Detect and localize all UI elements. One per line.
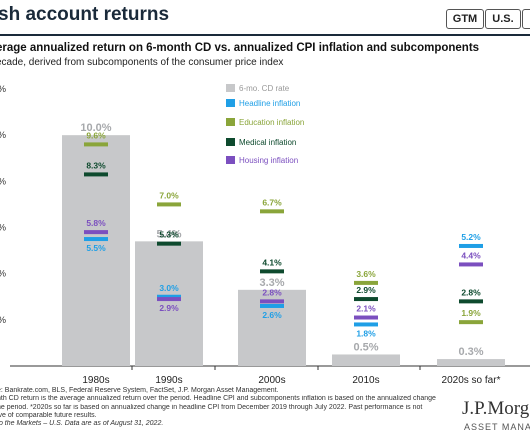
housing-inflationmarker: [84, 230, 108, 235]
header-rule: [0, 34, 530, 36]
inflation-data-label: 4.4%: [461, 250, 481, 260]
page-title: sh account returns: [0, 4, 170, 25]
education-inflationmarker: [459, 320, 483, 325]
medical-inflationmarker: [157, 241, 181, 246]
headline-inflationmarker: [354, 322, 378, 327]
us-tag[interactable]: U.S.: [485, 9, 521, 29]
cd-rate-data-label: 0.5%: [353, 341, 378, 353]
cd-rate-data-label: 3.3%: [259, 277, 284, 289]
headline-inflationmarker: [84, 237, 108, 242]
medical-inflationmarker: [459, 299, 483, 304]
legend-swatch: [226, 99, 235, 107]
legend-swatch: [226, 118, 235, 126]
inflation-data-label: 7.0%: [159, 190, 179, 200]
legend-label: Education inflation: [239, 118, 304, 127]
education-inflationmarker: [260, 209, 284, 214]
cd-rate-bar: [135, 241, 203, 366]
cd-rate-bar: [332, 354, 400, 366]
inflation-data-label: 3.0%: [159, 283, 179, 293]
education-inflationmarker: [84, 142, 108, 147]
footnote-source: e: Bankrate.com, BLS, Federal Reserve Sy…: [0, 387, 279, 394]
footnote-gtm: to the Markets – U.S. Data are as of Aug…: [0, 420, 164, 428]
legend-swatch: [226, 156, 235, 164]
footnote-line-2: he period. *2020s so far is based on ann…: [0, 403, 423, 411]
x-tick-label: 1980s: [82, 375, 109, 386]
y-tick-label: %: [0, 84, 6, 94]
inflation-data-label: 5.5%: [86, 243, 106, 253]
y-tick-label: %: [0, 130, 6, 140]
x-tick-label: 2000s: [258, 375, 285, 386]
housing-inflationmarker: [157, 297, 181, 302]
medical-inflationmarker: [260, 269, 284, 274]
chart-subtitle: ecade, derived from subcomponents of the…: [0, 57, 284, 68]
legend-label: 6-mo. CD rate: [239, 84, 290, 93]
inflation-data-label: 1.9%: [461, 308, 481, 318]
inflation-data-label: 2.8%: [461, 287, 481, 297]
legend-label: Housing inflation: [239, 156, 298, 165]
legend-label: Medical inflation: [239, 138, 296, 147]
jpmorgan-logo: J.P.Morg: [462, 398, 530, 419]
inflation-data-label: 2.8%: [262, 287, 282, 297]
inflation-data-label: 2.9%: [356, 285, 376, 295]
inflation-data-label: 5.8%: [86, 218, 106, 228]
education-inflationmarker: [354, 280, 378, 285]
education-inflationmarker: [157, 202, 181, 207]
inflation-data-label: 6.7%: [262, 197, 282, 207]
headline-inflationmarker: [459, 243, 483, 248]
housing-inflationmarker: [260, 299, 284, 304]
medical-inflationmarker: [354, 297, 378, 302]
medical-inflationmarker: [84, 172, 108, 177]
inflation-data-label: 5.3%: [159, 230, 179, 240]
gtm-tag[interactable]: GTM: [446, 9, 484, 29]
x-tick-label: 2010s: [352, 375, 379, 386]
inflation-data-label: 9.6%: [86, 130, 106, 140]
jpmorgan-logo-subtitle: ASSET MANAGEM: [464, 422, 530, 432]
housing-inflationmarker: [354, 315, 378, 320]
inflation-data-label: 2.9%: [159, 303, 179, 313]
inflation-data-label: 1.8%: [356, 328, 376, 338]
footnote-line-1: nth CD return is the average annualized …: [0, 395, 436, 403]
inflation-data-label: 4.1%: [262, 257, 282, 267]
cd-rate-bar: [437, 359, 505, 366]
cd-rate-data-label: 0.3%: [458, 346, 483, 358]
inflation-data-label: 2.6%: [262, 310, 282, 320]
legend-swatch: [226, 84, 235, 92]
x-tick-label: 1990s: [155, 375, 182, 386]
headline-inflationmarker: [260, 303, 284, 308]
y-tick-label: %: [0, 176, 6, 186]
cd-rate-data-label: 10.0%: [80, 122, 111, 134]
x-tick-label: 2020s so far*: [442, 375, 501, 386]
headline-inflationmarker: [157, 294, 181, 299]
footnotes: e: Bankrate.com, BLS, Federal Reserve Sy…: [0, 387, 442, 428]
inflation-data-label: 5.2%: [461, 232, 481, 242]
inflation-data-label: 8.3%: [86, 160, 106, 170]
inflation-data-label: 3.6%: [356, 269, 376, 279]
legend-label: Headline inflation: [239, 99, 300, 108]
legend-swatch: [226, 138, 235, 146]
cd-rate-data-label: 5.4%: [156, 228, 181, 240]
y-tick-label: %: [0, 223, 6, 233]
y-tick-label: %: [0, 269, 6, 279]
housing-inflationmarker: [459, 262, 483, 267]
chart-title: erage annualized return on 6-month CD vs…: [0, 42, 480, 54]
y-tick-label: %: [0, 315, 6, 325]
footnote-line-3: ive of comparable future results.: [0, 411, 97, 419]
inflation-data-label: 2.1%: [356, 304, 376, 314]
